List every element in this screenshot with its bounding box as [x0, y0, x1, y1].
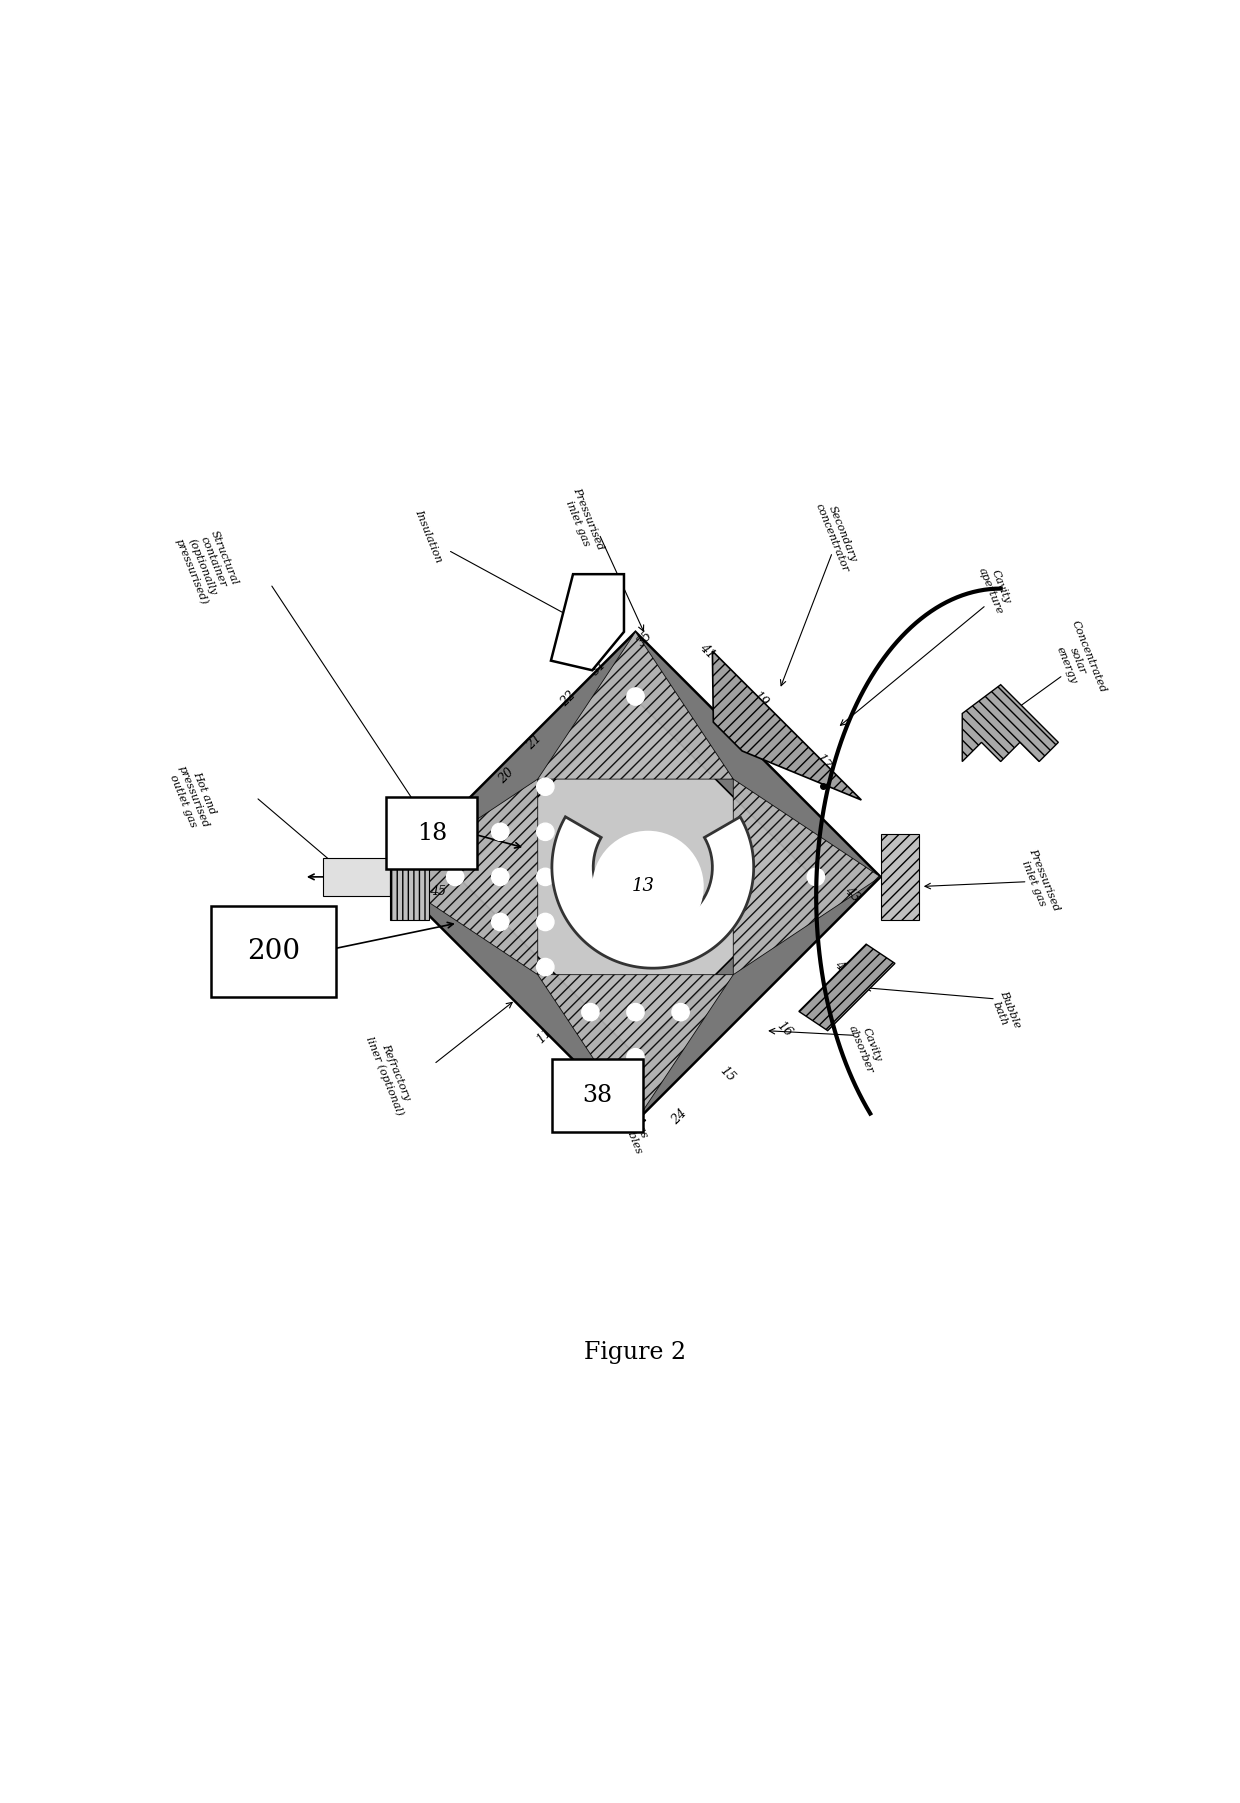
Polygon shape — [391, 631, 880, 1121]
Polygon shape — [799, 945, 895, 1031]
Text: Structural
container
(optionally
pressurised): Structural container (optionally pressur… — [174, 523, 243, 606]
Text: 16: 16 — [774, 1019, 795, 1039]
Text: 13: 13 — [631, 878, 655, 896]
Text: 44: 44 — [832, 957, 852, 979]
Polygon shape — [458, 700, 813, 1055]
Text: 41: 41 — [697, 640, 718, 662]
Bar — [324, 858, 391, 896]
Text: 200: 200 — [247, 938, 300, 965]
Text: 19: 19 — [750, 689, 771, 709]
Polygon shape — [880, 833, 919, 920]
Text: Bubble
bath: Bubble bath — [988, 990, 1023, 1033]
Polygon shape — [538, 975, 733, 1121]
Polygon shape — [391, 779, 538, 975]
FancyBboxPatch shape — [552, 1060, 644, 1132]
FancyBboxPatch shape — [211, 905, 336, 997]
Text: 24: 24 — [668, 1107, 689, 1127]
Circle shape — [491, 869, 508, 885]
Text: 31: 31 — [589, 656, 609, 678]
Text: 38: 38 — [582, 1084, 613, 1107]
Text: 18: 18 — [417, 822, 446, 846]
Polygon shape — [712, 651, 862, 801]
Circle shape — [627, 1049, 644, 1066]
Polygon shape — [391, 833, 429, 920]
Text: Pressurised
inlet gas: Pressurised inlet gas — [1017, 847, 1061, 916]
Text: 23: 23 — [620, 1098, 641, 1118]
Circle shape — [491, 824, 508, 840]
Circle shape — [491, 914, 508, 930]
Text: Figure 2: Figure 2 — [584, 1341, 687, 1365]
Circle shape — [537, 914, 554, 930]
Circle shape — [537, 869, 554, 885]
Text: gas
bubbles: gas bubbles — [618, 1107, 653, 1156]
Text: 11: 11 — [534, 1026, 554, 1046]
Circle shape — [672, 1004, 689, 1020]
Circle shape — [807, 869, 825, 885]
Text: 21: 21 — [525, 732, 544, 752]
Text: 15: 15 — [717, 1064, 737, 1084]
Text: Cavity
absorber: Cavity absorber — [847, 1019, 885, 1075]
Text: 43: 43 — [842, 883, 862, 905]
Text: Hot and
pressurised
outlet gas: Hot and pressurised outlet gas — [166, 761, 221, 835]
Polygon shape — [552, 817, 754, 968]
Polygon shape — [551, 573, 624, 671]
Circle shape — [582, 1004, 599, 1020]
Circle shape — [537, 959, 554, 975]
Text: Pressurised
inlet gas: Pressurised inlet gas — [560, 487, 605, 555]
Polygon shape — [962, 685, 1058, 761]
Circle shape — [537, 779, 554, 795]
Text: 35: 35 — [635, 627, 656, 649]
Text: 17: 17 — [813, 752, 833, 772]
Text: Refractory
liner (optional): Refractory liner (optional) — [365, 1031, 417, 1118]
Polygon shape — [538, 631, 733, 779]
Text: 45: 45 — [430, 885, 446, 898]
Text: Secondary
concentrator: Secondary concentrator — [813, 498, 861, 573]
Text: Concentrated
solar
energy: Concentrated solar energy — [1048, 618, 1107, 703]
Text: 22: 22 — [558, 689, 579, 709]
Text: Cavity
aperture: Cavity aperture — [977, 563, 1016, 615]
Text: 37: 37 — [430, 828, 446, 840]
Circle shape — [627, 1004, 644, 1020]
Text: 20: 20 — [496, 766, 516, 786]
Circle shape — [537, 824, 554, 840]
Text: Insulation: Insulation — [414, 508, 444, 564]
Circle shape — [627, 689, 644, 705]
FancyBboxPatch shape — [386, 797, 477, 869]
Circle shape — [446, 869, 464, 885]
Polygon shape — [733, 779, 880, 975]
Circle shape — [593, 831, 704, 943]
